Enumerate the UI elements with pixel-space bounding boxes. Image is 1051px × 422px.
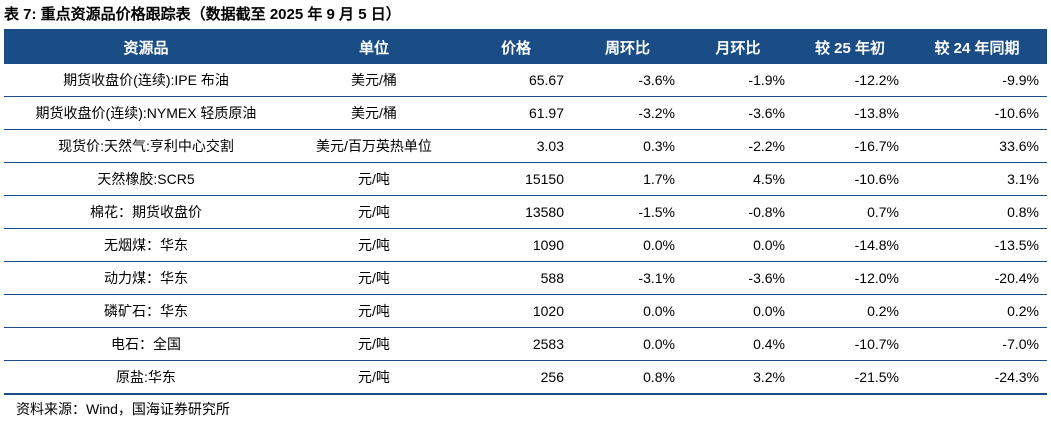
week-change-cell: -1.5%	[572, 195, 683, 229]
price-tracking-table: 资源品 单位 价格 周环比 月环比 较 25 年初 较 24 年同期 期货收盘价…	[4, 31, 1047, 394]
month-change-cell: 0.0%	[683, 294, 793, 328]
column-header-month-change: 月环比	[683, 31, 793, 64]
yoy-change-cell: -10.6%	[907, 96, 1047, 130]
yoy-change-cell: -20.4%	[907, 261, 1047, 295]
table-row: 天然橡胶:SCR5 元/吨 15150 1.7% 4.5% -10.6% 3.1%	[4, 162, 1047, 196]
table-row: 电石：全国 元/吨 2583 0.0% 0.4% -10.7% -7.0%	[4, 327, 1047, 361]
source-note: 资料来源：Wind，国海证券研究所	[16, 401, 230, 417]
resource-cell: 无烟煤：华东	[4, 228, 288, 262]
week-change-cell: 0.0%	[572, 327, 683, 361]
ytd-change-cell: 0.7%	[793, 195, 907, 229]
table-row: 无烟煤：华东 元/吨 1090 0.0% 0.0% -14.8% -13.5%	[4, 228, 1047, 262]
column-header-resource: 资源品	[4, 31, 288, 64]
resource-cell: 动力煤：华东	[4, 261, 288, 295]
resource-cell: 天然橡胶:SCR5	[4, 162, 288, 196]
price-cell: 1020	[460, 294, 572, 328]
week-change-cell: -3.6%	[572, 64, 683, 97]
resource-cell: 现货价:天然气:亨利中心交割	[4, 129, 288, 163]
yoy-change-cell: 0.8%	[907, 195, 1047, 229]
unit-cell: 元/吨	[288, 294, 460, 328]
unit-cell: 元/吨	[288, 261, 460, 295]
month-change-cell: -0.8%	[683, 195, 793, 229]
ytd-change-cell: -21.5%	[793, 360, 907, 394]
price-cell: 588	[460, 261, 572, 295]
ytd-change-cell: -12.0%	[793, 261, 907, 295]
resource-cell: 期货收盘价(连续):NYMEX 轻质原油	[4, 96, 288, 130]
bottom-rule	[4, 394, 1047, 395]
resource-cell: 期货收盘价(连续):IPE 布油	[4, 64, 288, 97]
column-header-price: 价格	[460, 31, 572, 64]
week-change-cell: 0.0%	[572, 294, 683, 328]
top-rule	[4, 29, 1047, 31]
price-cell: 3.03	[460, 129, 572, 163]
unit-cell: 美元/百万英热单位	[288, 129, 460, 163]
price-cell: 15150	[460, 162, 572, 196]
table-row: 现货价:天然气:亨利中心交割 美元/百万英热单位 3.03 0.3% -2.2% -16.…	[4, 129, 1047, 163]
yoy-change-cell: 3.1%	[907, 162, 1047, 196]
ytd-change-cell: -16.7%	[793, 129, 907, 163]
header-row: 资源品 单位 价格 周环比 月环比 较 25 年初 较 24 年同期	[4, 31, 1047, 64]
month-change-cell: -3.6%	[683, 261, 793, 295]
week-change-cell: 0.0%	[572, 228, 683, 262]
resource-cell: 电石：全国	[4, 327, 288, 361]
unit-cell: 元/吨	[288, 195, 460, 229]
price-cell: 1090	[460, 228, 572, 262]
month-change-cell: -3.6%	[683, 96, 793, 130]
ytd-change-cell: -14.8%	[793, 228, 907, 262]
column-header-ytd-change: 较 25 年初	[793, 31, 907, 64]
table-row: 动力煤：华东 元/吨 588 -3.1% -3.6% -12.0% -20.4%	[4, 261, 1047, 295]
price-cell: 13580	[460, 195, 572, 229]
yoy-change-cell: 0.2%	[907, 294, 1047, 328]
yoy-change-cell: -13.5%	[907, 228, 1047, 262]
week-change-cell: 1.7%	[572, 162, 683, 196]
unit-cell: 美元/桶	[288, 64, 460, 97]
resource-cell: 棉花：期货收盘价	[4, 195, 288, 229]
ytd-change-cell: -12.2%	[793, 64, 907, 97]
unit-cell: 元/吨	[288, 327, 460, 361]
resource-cell: 原盐:华东	[4, 360, 288, 394]
table-row: 磷矿石：华东 元/吨 1020 0.0% 0.0% 0.2% 0.2%	[4, 294, 1047, 328]
price-cell: 61.97	[460, 96, 572, 130]
ytd-change-cell: -10.7%	[793, 327, 907, 361]
price-cell: 2583	[460, 327, 572, 361]
month-change-cell: 3.2%	[683, 360, 793, 394]
table-row: 期货收盘价(连续):IPE 布油 美元/桶 65.67 -3.6% -1.9% -12.2…	[4, 64, 1047, 97]
month-change-cell: 0.0%	[683, 228, 793, 262]
month-change-cell: 0.4%	[683, 327, 793, 361]
yoy-change-cell: 33.6%	[907, 129, 1047, 163]
ytd-change-cell: 0.2%	[793, 294, 907, 328]
unit-cell: 元/吨	[288, 162, 460, 196]
table-row: 期货收盘价(连续):NYMEX 轻质原油 美元/桶 61.97 -3.2% -3.6% -…	[4, 96, 1047, 130]
unit-cell: 元/吨	[288, 360, 460, 394]
price-cell: 65.67	[460, 64, 572, 97]
table-title: 表 7: 重点资源品价格跟踪表（数据截至 2025 年 9 月 5 日）	[4, 6, 401, 23]
column-header-week-change: 周环比	[572, 31, 683, 64]
month-change-cell: -2.2%	[683, 129, 793, 163]
month-change-cell: 4.5%	[683, 162, 793, 196]
week-change-cell: -3.1%	[572, 261, 683, 295]
yoy-change-cell: -24.3%	[907, 360, 1047, 394]
table-row: 原盐:华东 元/吨 256 0.8% 3.2% -21.5% -24.3%	[4, 360, 1047, 394]
week-change-cell: 0.8%	[572, 360, 683, 394]
table-row: 棉花：期货收盘价 元/吨 13580 -1.5% -0.8% 0.7% 0.8%	[4, 195, 1047, 229]
ytd-change-cell: -10.6%	[793, 162, 907, 196]
ytd-change-cell: -13.8%	[793, 96, 907, 130]
week-change-cell: 0.3%	[572, 129, 683, 163]
resource-cell: 磷矿石：华东	[4, 294, 288, 328]
month-change-cell: -1.9%	[683, 64, 793, 97]
column-header-unit: 单位	[288, 31, 460, 64]
yoy-change-cell: -9.9%	[907, 64, 1047, 97]
column-header-yoy-change: 较 24 年同期	[907, 31, 1047, 64]
week-change-cell: -3.2%	[572, 96, 683, 130]
unit-cell: 元/吨	[288, 228, 460, 262]
price-cell: 256	[460, 360, 572, 394]
yoy-change-cell: -7.0%	[907, 327, 1047, 361]
unit-cell: 美元/桶	[288, 96, 460, 130]
